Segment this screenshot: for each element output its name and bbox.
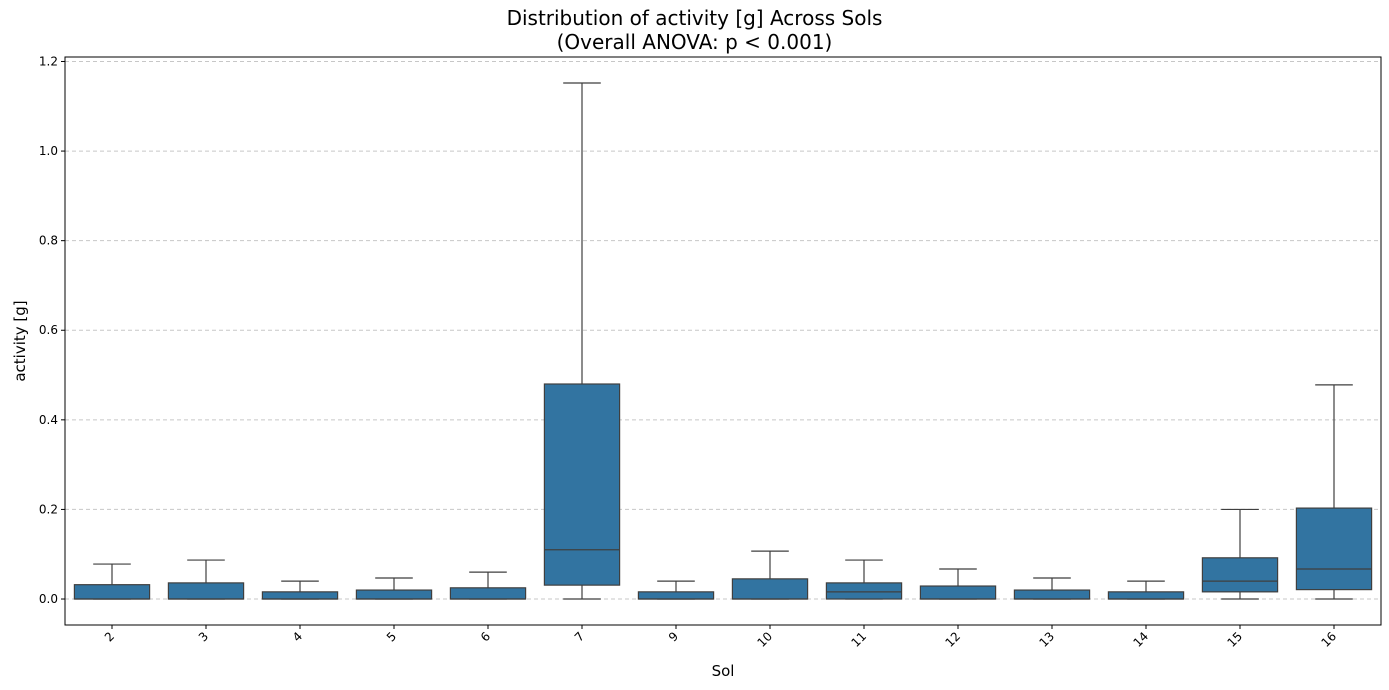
x-tick-label: 14: [1130, 629, 1151, 650]
y-tick-label: 0.0: [39, 592, 58, 606]
box-sol-15: [1201, 508, 1279, 600]
x-tick-label: 7: [572, 629, 587, 644]
box-body: [167, 582, 245, 600]
box-body: [1201, 557, 1279, 593]
box-sol-3: [167, 559, 245, 600]
box-body: [1013, 589, 1091, 600]
box-sol-12: [919, 568, 997, 600]
x-tick-label: 2: [102, 629, 117, 644]
box-sol-9: [637, 580, 715, 600]
y-gridlines: [65, 60, 1381, 600]
box-sol-11: [825, 559, 903, 600]
box-body: [919, 585, 997, 600]
box-body: [1295, 507, 1373, 591]
box-body: [637, 591, 715, 600]
y-tick-label: 0.8: [39, 234, 58, 248]
x-tick-label: 4: [290, 629, 305, 644]
x-tick-label: 9: [666, 629, 681, 644]
box-body: [261, 591, 339, 600]
box-sol-13: [1013, 577, 1091, 600]
box-sol-2: [73, 563, 151, 600]
x-tick-label: 11: [848, 629, 869, 650]
chart-title-block: Distribution of activity [g] Across Sols…: [0, 6, 1389, 54]
box-body: [73, 584, 151, 600]
box-body: [543, 383, 621, 586]
x-tick-label: 13: [1036, 629, 1057, 650]
box-body: [1107, 591, 1185, 600]
x-tick-label: 12: [942, 629, 963, 650]
y-tick-label: 0.2: [39, 502, 58, 516]
box-sol-6: [449, 571, 527, 600]
box-series: [73, 82, 1373, 600]
x-axis-ticks: 2 3 4 5 6 7 9 10 11 12 13 14 15 16: [102, 625, 1339, 650]
x-tick-label: 6: [478, 629, 493, 644]
plot-frame: [64, 56, 1382, 626]
box-body: [449, 587, 527, 600]
y-tick-label: 0.6: [39, 323, 58, 337]
box-sol-16: [1295, 384, 1373, 600]
x-axis-label: Sol: [712, 662, 735, 680]
x-tick-label: 15: [1224, 629, 1245, 650]
y-axis-label: activity [g]: [11, 300, 29, 381]
x-tick-label: 3: [196, 629, 211, 644]
box-body: [355, 589, 433, 600]
x-tick-label: 16: [1318, 629, 1339, 650]
chart-title: Distribution of activity [g] Across Sols: [506, 6, 883, 30]
chart-subtitle: (Overall ANOVA: p < 0.001): [556, 30, 833, 54]
box-body: [825, 582, 903, 600]
box-sol-10: [731, 550, 809, 600]
box-sol-5: [355, 577, 433, 600]
x-tick-label: 10: [754, 629, 775, 650]
box-sol-4: [261, 580, 339, 600]
y-tick-label: 1.2: [39, 54, 58, 68]
y-axis-ticks: 0.0 0.2 0.4 0.6 0.8 1.0 1.2: [39, 54, 65, 606]
box-sol-7: [543, 82, 621, 600]
box-sol-14: [1107, 580, 1185, 600]
y-tick-label: 0.4: [39, 413, 58, 427]
y-tick-label: 1.0: [39, 144, 58, 158]
x-tick-label: 5: [384, 629, 399, 644]
box-body: [731, 578, 809, 600]
